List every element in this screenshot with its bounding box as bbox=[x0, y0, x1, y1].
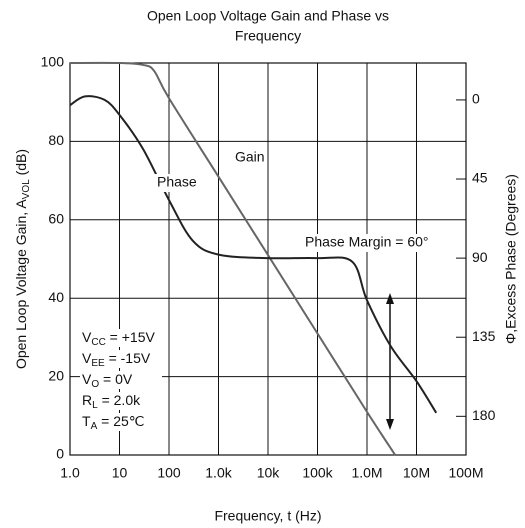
x-tick-label: 1.0 bbox=[60, 465, 80, 481]
condition-symbol: V bbox=[82, 350, 92, 366]
annotation: Gain bbox=[235, 149, 265, 165]
condition-bg bbox=[80, 392, 162, 410]
condition-sub: O bbox=[91, 379, 99, 390]
annotation-bg bbox=[303, 234, 444, 252]
condition: VO = 0V bbox=[82, 371, 133, 390]
y-axis-label-rest: (dB) bbox=[13, 149, 29, 179]
y-axis-label-text: Open Loop Voltage Gain, A bbox=[13, 199, 29, 369]
condition-rest: = +15V bbox=[106, 329, 156, 345]
condition-sub: A bbox=[91, 421, 98, 432]
condition-bg bbox=[80, 350, 162, 368]
condition: VCC = +15V bbox=[82, 329, 156, 348]
condition-rest: = 25℃ bbox=[97, 413, 144, 429]
y2-axis-label: Φ,Excess Phase (Degrees) bbox=[503, 174, 519, 344]
condition-symbol: V bbox=[82, 371, 92, 387]
x-tick-label: 100 bbox=[157, 465, 181, 481]
x-tick-label: 10k bbox=[257, 465, 281, 481]
condition-rest: = 2.0k bbox=[98, 392, 141, 408]
condition-rest: = -15V bbox=[105, 350, 151, 366]
x-tick-label: 1.0M bbox=[351, 465, 382, 481]
chart-title: Open Loop Voltage Gain and Phase vs bbox=[147, 8, 389, 24]
series-line bbox=[69, 95, 438, 414]
condition-symbol: T bbox=[82, 413, 91, 429]
y-axis-label-sub: VOL bbox=[21, 179, 32, 199]
condition-bg bbox=[80, 371, 162, 389]
x-tick-label: 1.0k bbox=[205, 465, 232, 481]
x-tick-label: 10 bbox=[112, 465, 128, 481]
x-tick-label: 10M bbox=[403, 465, 430, 481]
condition-sub: CC bbox=[91, 337, 105, 348]
chart-title: Frequency bbox=[235, 28, 301, 44]
x-axis-label: Frequency, t (Hz) bbox=[214, 508, 321, 524]
y-tick-label: 100 bbox=[41, 54, 65, 70]
x-tick-label: 100M bbox=[448, 465, 483, 481]
condition-symbol: R bbox=[82, 392, 92, 408]
y2-tick-label: 45 bbox=[472, 170, 488, 186]
y-tick-label: 0 bbox=[56, 446, 64, 462]
y-tick-label: 20 bbox=[48, 367, 64, 383]
y-tick-label: 60 bbox=[48, 211, 64, 227]
y-axis-label: Open Loop Voltage Gain, AVOL (dB) bbox=[13, 149, 32, 369]
condition: VEE = -15V bbox=[82, 350, 151, 369]
condition: TA = 25℃ bbox=[82, 413, 144, 432]
annotation: Phase bbox=[157, 174, 197, 190]
annotation-bg bbox=[155, 174, 197, 192]
y2-tick-label: 135 bbox=[472, 328, 496, 344]
condition-bg bbox=[80, 413, 162, 431]
y-tick-label: 40 bbox=[48, 289, 64, 305]
condition-rest: = 0V bbox=[99, 371, 133, 387]
condition-symbol: V bbox=[82, 329, 92, 345]
annotation-bg bbox=[233, 149, 268, 167]
condition-bg bbox=[80, 329, 162, 347]
annotation: Phase Margin = 60° bbox=[305, 234, 429, 250]
y2-tick-label: 0 bbox=[472, 91, 480, 107]
y2-tick-label: 180 bbox=[472, 407, 496, 423]
condition-sub: L bbox=[92, 400, 98, 411]
y-tick-label: 80 bbox=[48, 132, 64, 148]
condition: RL = 2.0k bbox=[82, 392, 141, 411]
x-tick-label: 100k bbox=[302, 465, 333, 481]
series-line bbox=[69, 61, 396, 456]
y2-tick-label: 90 bbox=[472, 249, 488, 265]
phase-margin-arrow bbox=[386, 293, 394, 430]
condition-sub: EE bbox=[91, 358, 105, 369]
plot-frame bbox=[69, 62, 467, 456]
